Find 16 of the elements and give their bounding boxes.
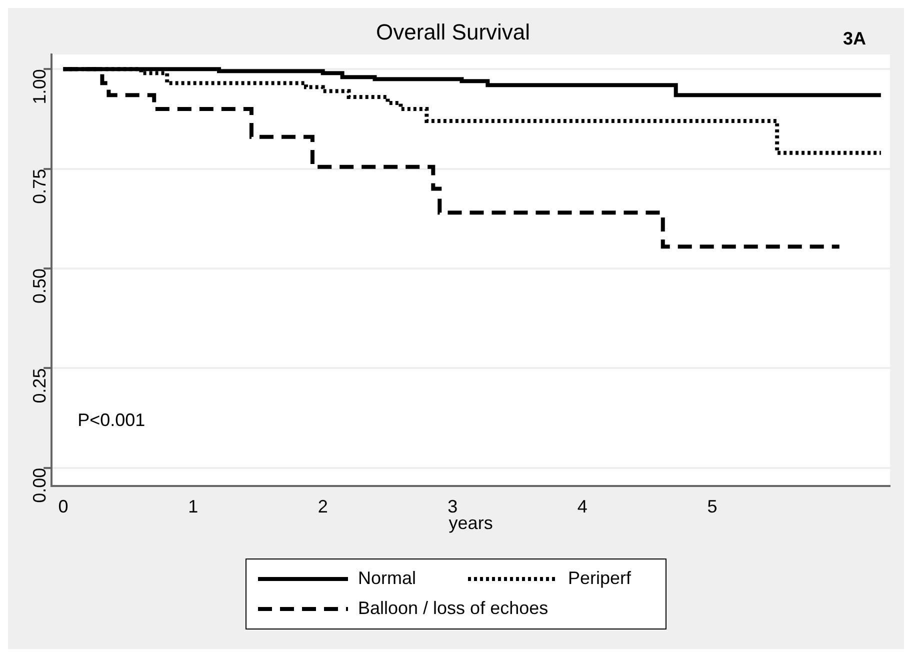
x-tick-label: 2 bbox=[318, 496, 328, 517]
x-tick-label: 0 bbox=[58, 496, 68, 517]
legend-label: Balloon / loss of echoes bbox=[358, 598, 548, 618]
chart-title: Overall Survival bbox=[376, 19, 530, 44]
x-tick-label: 1 bbox=[188, 496, 198, 517]
y-tick-label: 0.25 bbox=[30, 368, 50, 404]
y-tick-label: 0.00 bbox=[30, 468, 50, 503]
legend-label: Periperf bbox=[568, 568, 632, 588]
y-tick-label: 1.00 bbox=[30, 69, 50, 104]
x-tick-label: 4 bbox=[577, 496, 588, 517]
annotation: P<0.001 bbox=[78, 410, 146, 430]
text: 3A bbox=[842, 28, 866, 48]
x-tick-label: 5 bbox=[707, 496, 718, 517]
y-tick-label: 0.50 bbox=[30, 268, 50, 304]
y-tick-label: 0.75 bbox=[30, 168, 50, 204]
legend-label: Normal bbox=[358, 568, 416, 588]
